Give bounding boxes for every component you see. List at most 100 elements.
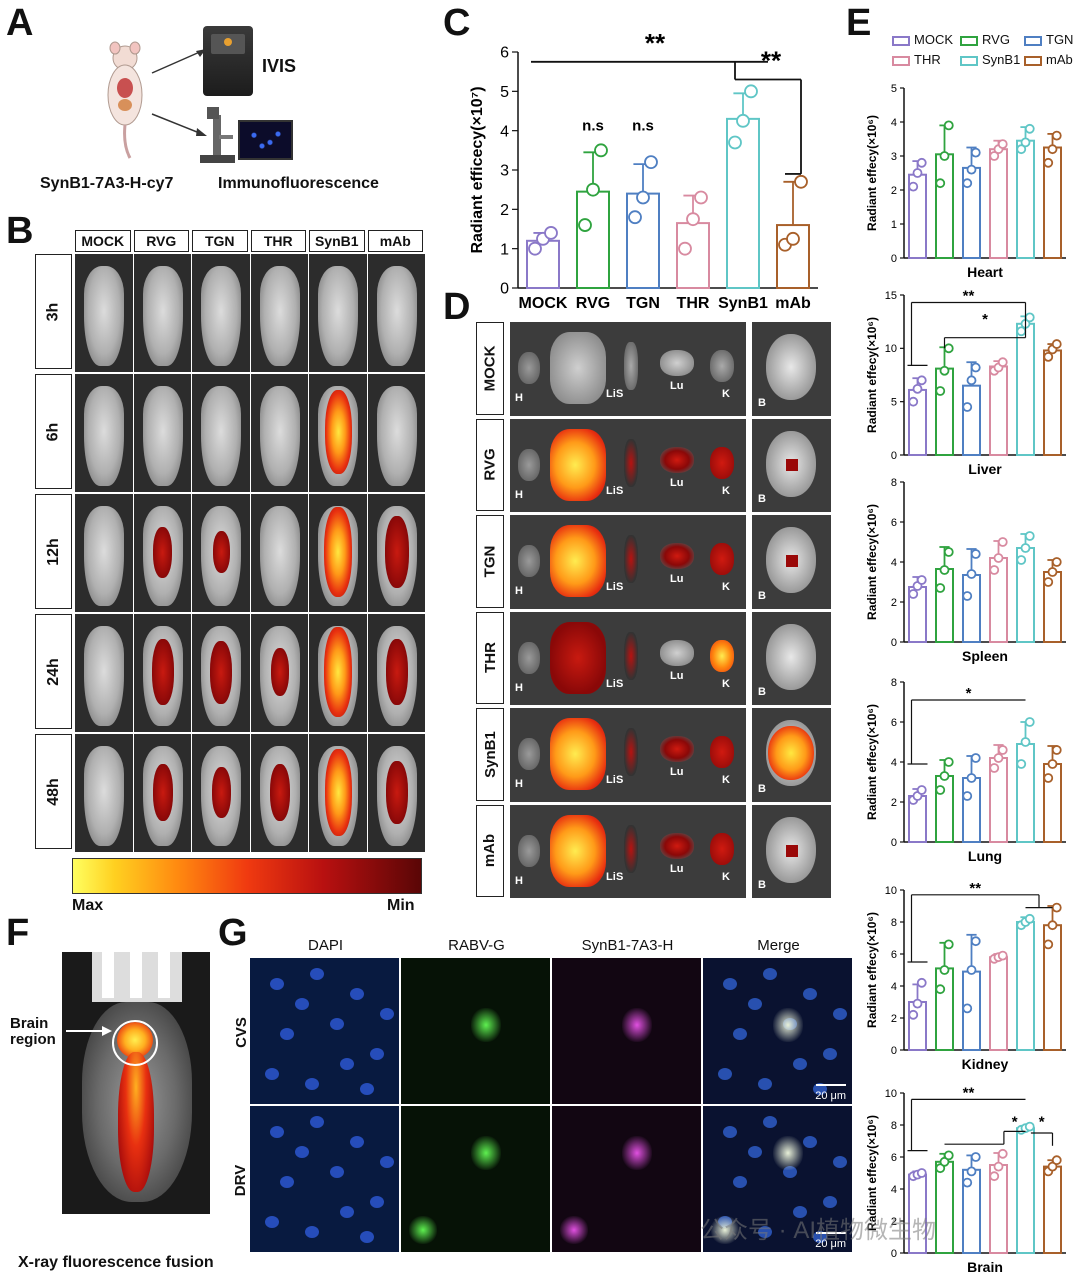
bar-thr <box>676 222 710 290</box>
brain-organ <box>766 334 816 400</box>
fluorescence-signal <box>269 763 290 821</box>
y-tick-label: 4 <box>891 981 897 993</box>
organ-label-h: H <box>515 392 523 404</box>
data-point <box>1016 144 1027 155</box>
mouse-silhouette <box>84 506 124 606</box>
organ-label-k: K <box>722 388 730 400</box>
intensity-scale-bar <box>72 858 422 894</box>
fluorescence-signal <box>211 766 231 818</box>
nucleus-spot <box>823 1048 837 1060</box>
heart-organ <box>518 738 540 770</box>
microscopy-cell-cvs-synb1-7a3-h <box>552 958 701 1104</box>
microscopy-row-cvs: CVS <box>232 958 250 1106</box>
data-point <box>962 1003 973 1014</box>
data-point <box>989 1171 1000 1182</box>
y-tick-label: 4 <box>891 1184 897 1196</box>
data-point <box>912 998 923 1009</box>
nucleus-spot <box>748 998 762 1010</box>
x-axis-label: Spleen <box>962 648 1008 664</box>
mouse-silhouette <box>142 266 183 366</box>
time-label-24h: 24h <box>35 614 72 729</box>
nucleus-spot <box>758 1226 772 1238</box>
data-point <box>935 583 946 593</box>
y-axis-label: Radiant efficecy(×10⁷) <box>469 86 486 253</box>
infected-cell <box>711 1216 739 1244</box>
nucleus-spot <box>833 1008 847 1020</box>
infected-cell <box>773 1008 803 1042</box>
nucleus-spot <box>380 1156 394 1168</box>
y-tick-label: 8 <box>891 917 897 929</box>
kidney-organ <box>710 446 734 479</box>
imaging-cell-tgn-6h <box>192 374 250 492</box>
organ-row-label-text: mAb <box>481 834 499 868</box>
imaging-cell-mab-24h <box>367 614 425 732</box>
organ-row-label-text: TGN <box>481 545 499 578</box>
spleen-organ <box>624 824 638 873</box>
imaging-cell-mock-48h <box>75 734 133 852</box>
fluorescence-signal <box>270 648 289 696</box>
xray-fluorescence-image <box>62 952 210 1214</box>
liver-organ <box>550 525 606 597</box>
microscopy-row-drv: DRV <box>232 1106 250 1254</box>
organ-row-label-text: SynB1 <box>481 730 499 778</box>
legend-swatch-mock <box>892 36 910 46</box>
mouse-silhouette <box>376 266 417 366</box>
bar-mock <box>908 1001 927 1051</box>
y-tick-label: 4 <box>500 123 509 140</box>
y-tick-label: 8 <box>891 677 897 689</box>
organ-label-li: Li <box>606 774 616 786</box>
legend-swatch-thr <box>892 56 910 66</box>
y-tick-label: 2 <box>891 185 897 197</box>
nucleus-spot <box>305 1226 319 1238</box>
scalebar-label: 20 μm <box>815 1238 846 1250</box>
nucleus-spot <box>718 1068 732 1080</box>
y-tick-label: 3 <box>891 151 897 163</box>
fluorescence-signal <box>212 531 230 573</box>
bar-tgn <box>962 384 981 456</box>
brain-organ <box>766 623 816 690</box>
nucleus-spot <box>813 1231 827 1243</box>
y-tick-label: 10 <box>885 1088 897 1100</box>
x-axis-label: Liver <box>968 461 1002 477</box>
data-point <box>939 965 950 975</box>
imaging-cell-rvg-3h <box>133 254 191 372</box>
mouse-silhouette <box>84 386 124 486</box>
data-point <box>908 1009 919 1020</box>
bar-synb1 <box>1016 743 1035 843</box>
nucleus-spot <box>833 1156 847 1168</box>
nucleus-spot <box>310 968 324 980</box>
microscopy-row-label: DRV <box>232 1164 250 1196</box>
data-point <box>1020 137 1031 148</box>
imaging-cell-rvg-48h <box>133 734 191 852</box>
fluorescence-signal <box>324 507 352 597</box>
bar-tgn <box>962 574 981 643</box>
scalebar-label: 20 μm <box>815 1090 846 1102</box>
nucleus-spot <box>295 1146 309 1158</box>
legend-swatch-synb1 <box>960 56 978 66</box>
mouse-silhouette <box>84 746 124 846</box>
y-tick-label: 2 <box>500 202 509 219</box>
lung-organ <box>660 350 694 376</box>
kidney-organ <box>710 639 734 672</box>
legend-label-mock: MOCK <box>914 32 953 47</box>
nucleus-spot <box>305 1078 319 1090</box>
significance-label: * <box>1039 1114 1045 1131</box>
imaging-cell-thr-12h <box>250 494 308 612</box>
y-axis-label: Radiant effecy(×10⁶) <box>865 704 879 820</box>
immunofluorescence-label: Immunofluorescence <box>218 175 379 192</box>
mouse-silhouette <box>84 626 124 726</box>
data-point <box>586 182 600 197</box>
data-point <box>916 785 927 795</box>
data-point <box>1024 717 1035 727</box>
data-point <box>970 753 981 763</box>
panel-e-legend: MOCK RVG TGN THR SynB1 mAb <box>892 32 1080 72</box>
lung-organ <box>660 832 694 859</box>
legend-label-thr: THR <box>914 52 941 67</box>
data-point <box>1024 123 1035 134</box>
fluorescence-signal <box>153 526 172 578</box>
data-point <box>908 589 919 599</box>
y-tick-label: 8 <box>891 477 897 489</box>
imaging-cell-mock-24h <box>75 614 133 732</box>
data-point <box>578 218 592 232</box>
